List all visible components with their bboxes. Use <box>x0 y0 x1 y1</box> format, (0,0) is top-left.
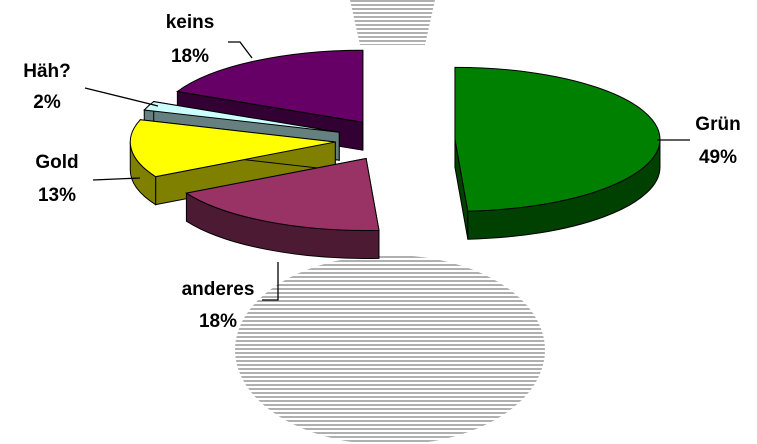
hatched-shape <box>350 0 435 45</box>
leader-line <box>262 262 279 301</box>
slice <box>129 119 336 178</box>
slice-percent: 49% <box>699 147 737 168</box>
leader-line <box>84 87 159 107</box>
slice-percent: 18% <box>171 46 209 67</box>
leader-line <box>92 177 141 181</box>
slice-label: keins <box>166 12 215 33</box>
slice <box>176 49 364 123</box>
slice-label: anderes <box>182 279 255 300</box>
leader-line <box>228 41 253 59</box>
slice <box>454 66 661 212</box>
slice <box>143 101 340 133</box>
slice-percent: 13% <box>38 185 76 206</box>
slice-percent: 18% <box>199 311 237 332</box>
pie <box>129 49 661 259</box>
slice <box>185 157 380 231</box>
slice-label: Häh? <box>23 61 71 82</box>
slice-percent: 2% <box>33 92 61 113</box>
slice-label: Gold <box>35 152 78 173</box>
hatched-shape <box>235 255 545 444</box>
slice-label: Grün <box>695 114 740 135</box>
